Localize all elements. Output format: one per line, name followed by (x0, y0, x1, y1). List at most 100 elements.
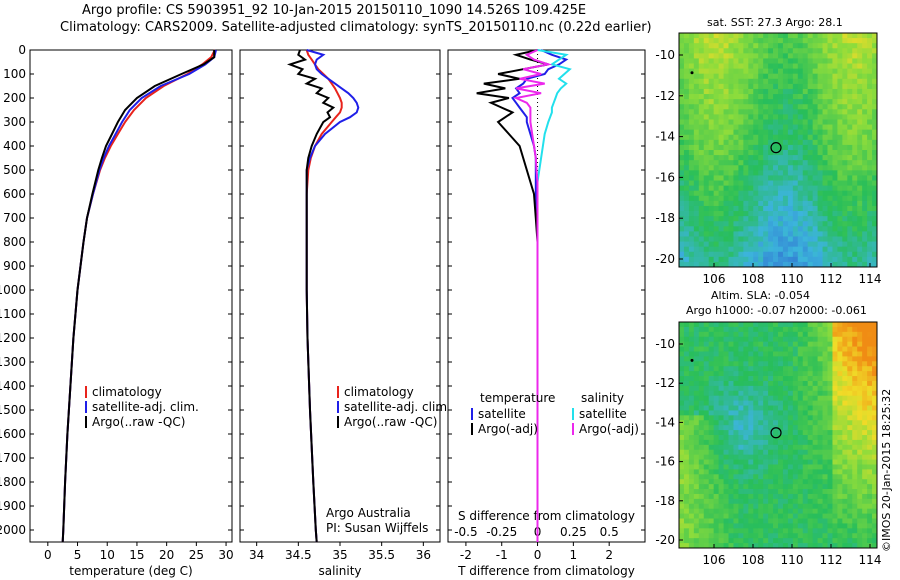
map-cell (743, 356, 749, 362)
map-cell (812, 326, 818, 333)
map-cell (758, 216, 764, 222)
map-cell (728, 410, 734, 416)
map-cell (698, 104, 705, 110)
map-cell (693, 376, 700, 382)
map-cell (753, 33, 759, 39)
map-cell (812, 322, 818, 328)
map-cell (852, 489, 858, 495)
map-cell (797, 58, 804, 64)
map-cell (862, 405, 868, 411)
map-cell (862, 236, 868, 242)
map-cell (738, 48, 744, 54)
map-cell (688, 73, 695, 80)
map-cell (827, 464, 833, 470)
map-cell (723, 114, 729, 120)
map-cell (703, 341, 710, 347)
map-cell (748, 400, 754, 406)
map-cell (867, 175, 873, 181)
map-cell (787, 180, 794, 187)
map-cell (817, 371, 823, 377)
map-cell (792, 150, 799, 156)
map-cell (797, 454, 804, 460)
map-cell (753, 469, 759, 475)
map-cell (782, 366, 789, 372)
map-cell (753, 129, 759, 136)
map-cell (787, 251, 794, 258)
map-cell (857, 395, 863, 402)
map-cell (773, 508, 779, 515)
map-cell (832, 474, 838, 480)
map-cell (782, 543, 789, 549)
map-cell (773, 104, 779, 110)
map-cell (812, 88, 818, 95)
map-cell (693, 385, 700, 392)
map-cell (763, 211, 769, 217)
map-cell (693, 124, 700, 131)
map-cell (723, 444, 729, 451)
map-cell (832, 68, 838, 75)
map-cell (768, 366, 774, 372)
map-cell (748, 469, 754, 475)
map-cell (778, 366, 784, 372)
map-cell (797, 119, 804, 125)
map-cell (723, 160, 729, 166)
map-cell (797, 139, 804, 146)
map-cell (728, 376, 734, 382)
map-cell (723, 508, 729, 515)
map-cell (782, 479, 789, 485)
x-tick-label: 20 (159, 548, 174, 562)
map-cell (743, 371, 749, 377)
map-cell (708, 322, 715, 328)
map-cell (817, 78, 823, 85)
map-cell (753, 216, 759, 222)
map-cell (842, 390, 848, 397)
map-cell (822, 33, 828, 39)
map-cell (753, 508, 759, 515)
map-cell (857, 43, 863, 49)
map-cell (733, 195, 739, 202)
map-cell (847, 246, 853, 253)
map-cell (733, 523, 739, 529)
map-cell (822, 109, 828, 115)
map-cell (763, 155, 769, 161)
map-cell (792, 331, 799, 338)
map-cell (867, 68, 873, 75)
map-cell (842, 533, 848, 539)
map-cell (708, 261, 715, 268)
map-cell (802, 479, 809, 485)
map-cell (778, 346, 784, 352)
map-cell (698, 484, 705, 490)
map-cell (787, 43, 794, 49)
map-cell (862, 543, 868, 549)
map-cell (872, 43, 878, 49)
map-cell (852, 68, 858, 75)
map-cell (688, 503, 695, 510)
map-cell (802, 236, 809, 242)
map-cell (822, 114, 828, 120)
map-cell (807, 543, 814, 549)
map-cell (688, 493, 695, 500)
map-cell (698, 513, 705, 519)
map-cell (768, 420, 774, 426)
map-cell (857, 195, 863, 202)
map-cell (778, 518, 784, 524)
map-cell (743, 336, 749, 343)
map-cell (768, 469, 774, 475)
map-cell (758, 464, 764, 470)
map-cell (758, 435, 764, 441)
map-cell (797, 361, 804, 367)
map-cell (782, 459, 789, 465)
map-cell (872, 439, 878, 446)
map-cell (748, 99, 754, 105)
map-cell (827, 538, 833, 544)
map-cell (827, 246, 833, 253)
map-cell (872, 528, 878, 534)
map-cell (773, 226, 779, 232)
map-cell (723, 88, 729, 95)
map-cell (698, 533, 705, 539)
map-cell (773, 489, 779, 495)
map-cell (822, 459, 828, 465)
map-cell (827, 459, 833, 465)
map-cell (748, 405, 754, 411)
map-cell (792, 336, 799, 343)
